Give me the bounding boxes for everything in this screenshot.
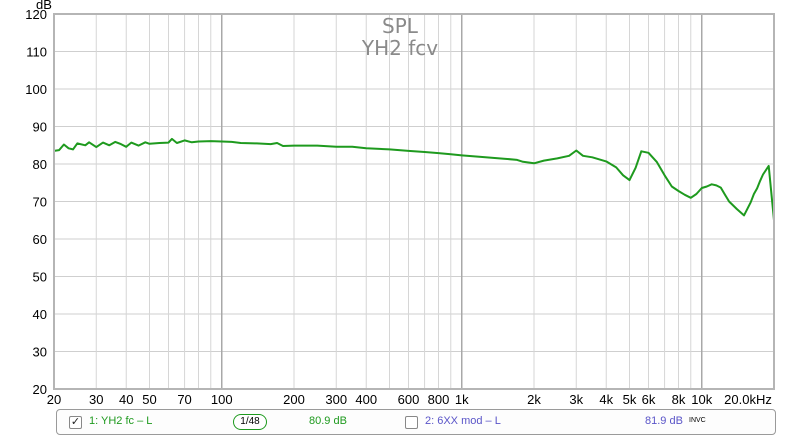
x-tick-label: 300: [325, 392, 347, 407]
x-tick-label: 8k: [672, 392, 686, 407]
x-tick-label: 30: [89, 392, 103, 407]
x-tick-label: 40: [119, 392, 133, 407]
x-tick-label: 3k: [569, 392, 583, 407]
y-tick-label: 100: [25, 82, 47, 97]
y-tick-labels: 20 30 40 50 60 70 80 90 100 110 120: [25, 7, 47, 397]
series1-value: 80.9 dB: [309, 415, 347, 427]
y-tick-label: 50: [33, 270, 47, 285]
x-tick-label: 800: [428, 392, 450, 407]
x-tick-label: 2k: [527, 392, 541, 407]
y-tick-label: 110: [26, 45, 47, 60]
smoothing-denominator: 48: [248, 416, 260, 427]
x-tick-label: 100: [211, 392, 233, 407]
y-tick-label: 80: [33, 157, 47, 172]
x-tick-label: 5k: [623, 392, 637, 407]
y-tick-label: 60: [33, 232, 47, 247]
y-tick-label: 120: [25, 7, 47, 22]
smoothing-numerator: 1: [240, 416, 246, 427]
y-tick-label: 20: [33, 382, 47, 397]
x-tick-label: 6k: [642, 392, 656, 407]
x-tick-label: 10k: [691, 392, 712, 407]
x-tick-label: 600: [398, 392, 420, 407]
x-tick-label: 20: [47, 392, 61, 407]
x-tick-labels: 20 30 40 50 70 100 200 300 400 600 800 1k 2k 3k 4k 5k 6k…: [47, 392, 772, 407]
chart-title: SPL: [382, 14, 419, 38]
x-tick-label: 20.0kHz: [724, 392, 772, 407]
series2-invert-flag: INVC: [689, 417, 706, 424]
x-tick-label: 400: [355, 392, 377, 407]
x-tick-label: 4k: [599, 392, 613, 407]
series1-label[interactable]: 1: YH2 fc – L: [89, 415, 153, 427]
series2-value: 81.9 dB: [645, 415, 683, 427]
smoothing-selector[interactable]: 1/48: [233, 414, 267, 430]
y-tick-label: 70: [33, 195, 47, 210]
chart-subtitle: YH2 fcv: [361, 36, 438, 60]
plot-frame: [53, 13, 775, 390]
y-axis-label: dB: [36, 0, 52, 12]
legend-bar: ✓ 1: YH2 fc – L 1/48 80.9 dB 2: 6XX mod …: [56, 409, 776, 435]
series2-label[interactable]: 2: 6XX mod – L: [425, 415, 501, 427]
series-layer: [53, 137, 775, 221]
y-tick-label: 40: [33, 307, 47, 322]
x-tick-label: 200: [283, 392, 305, 407]
y-tick-label: 90: [33, 120, 47, 135]
series1-checkbox[interactable]: ✓: [69, 416, 82, 429]
y-tick-label: 30: [33, 345, 47, 360]
series2-checkbox[interactable]: [405, 416, 418, 429]
x-tick-label: 70: [177, 392, 191, 407]
series-line: [53, 137, 775, 221]
x-tick-label: 50: [142, 392, 156, 407]
x-tick-label: 1k: [455, 392, 469, 407]
